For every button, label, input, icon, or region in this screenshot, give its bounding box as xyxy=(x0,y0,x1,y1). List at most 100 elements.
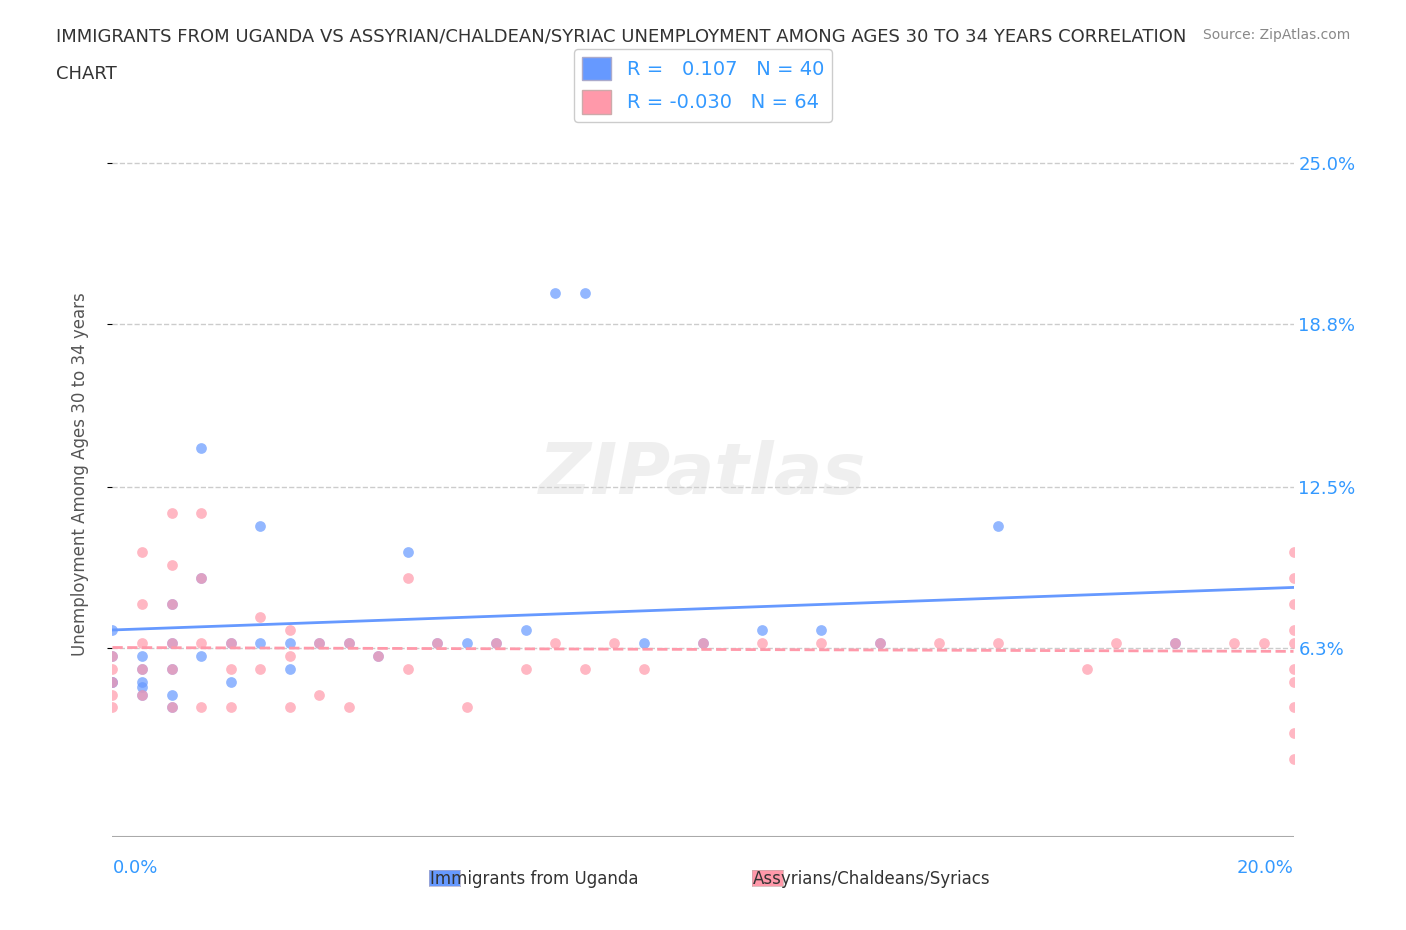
Point xyxy=(1282,622,1305,637)
Point xyxy=(160,700,183,715)
Point xyxy=(396,570,419,585)
Point xyxy=(249,661,271,676)
Point xyxy=(131,674,153,689)
Point xyxy=(485,635,508,650)
Point xyxy=(160,687,183,702)
Point xyxy=(219,635,242,650)
Text: Immigrants from Uganda: Immigrants from Uganda xyxy=(430,870,638,888)
Legend: R =   0.107   N = 40, R = -0.030   N = 64: R = 0.107 N = 40, R = -0.030 N = 64 xyxy=(574,48,832,122)
Point xyxy=(101,674,124,689)
Point xyxy=(131,679,153,694)
Point xyxy=(426,635,449,650)
Point xyxy=(278,700,301,715)
Text: CHART: CHART xyxy=(56,65,117,83)
Point xyxy=(101,661,124,676)
Point xyxy=(1076,661,1098,676)
Point xyxy=(515,622,537,637)
Point xyxy=(396,545,419,560)
Point xyxy=(101,700,124,715)
Point xyxy=(249,519,271,534)
Point xyxy=(131,648,153,663)
Point xyxy=(131,687,153,702)
Point xyxy=(426,635,449,650)
Point xyxy=(515,661,537,676)
Point xyxy=(308,687,330,702)
Point xyxy=(160,700,183,715)
Point xyxy=(308,635,330,650)
Point xyxy=(544,286,567,300)
Point xyxy=(544,635,567,650)
Point xyxy=(101,674,124,689)
Point xyxy=(692,635,714,650)
Point xyxy=(160,506,183,521)
Point xyxy=(574,286,596,300)
Point xyxy=(928,635,950,650)
Point xyxy=(1282,674,1305,689)
Point xyxy=(869,635,891,650)
Point xyxy=(367,648,389,663)
Point xyxy=(219,661,242,676)
Point xyxy=(1282,596,1305,611)
Text: IMMIGRANTS FROM UGANDA VS ASSYRIAN/CHALDEAN/SYRIAC UNEMPLOYMENT AMONG AGES 30 TO: IMMIGRANTS FROM UGANDA VS ASSYRIAN/CHALD… xyxy=(56,28,1187,46)
Point xyxy=(219,635,242,650)
Point xyxy=(810,622,832,637)
Point xyxy=(633,661,655,676)
Point xyxy=(1282,570,1305,585)
Point xyxy=(249,609,271,624)
Text: Source: ZipAtlas.com: Source: ZipAtlas.com xyxy=(1202,28,1350,42)
Text: ZIPatlas: ZIPatlas xyxy=(540,440,866,509)
Point xyxy=(101,622,124,637)
Point xyxy=(160,635,183,650)
Point xyxy=(131,635,153,650)
Point xyxy=(190,570,212,585)
Point xyxy=(987,519,1010,534)
Point xyxy=(1282,635,1305,650)
Point xyxy=(1282,661,1305,676)
Point xyxy=(278,648,301,663)
Point xyxy=(603,635,626,650)
Point xyxy=(456,635,478,650)
Point xyxy=(574,661,596,676)
Point xyxy=(131,687,153,702)
Point xyxy=(190,700,212,715)
Point xyxy=(101,648,124,663)
Point xyxy=(131,661,153,676)
Point xyxy=(337,700,360,715)
Point xyxy=(219,700,242,715)
Point xyxy=(101,674,124,689)
Point xyxy=(308,635,330,650)
Point xyxy=(160,558,183,573)
Point xyxy=(367,648,389,663)
Point xyxy=(190,506,212,521)
Point xyxy=(131,596,153,611)
Point xyxy=(751,622,773,637)
Point xyxy=(987,635,1010,650)
Text: 0.0%: 0.0% xyxy=(112,858,157,877)
Point xyxy=(101,648,124,663)
Point xyxy=(337,635,360,650)
Point xyxy=(190,648,212,663)
Point xyxy=(131,545,153,560)
Point xyxy=(692,635,714,650)
Point xyxy=(485,635,508,650)
Point xyxy=(633,635,655,650)
Point xyxy=(869,635,891,650)
Point xyxy=(160,596,183,611)
Point xyxy=(219,674,242,689)
Point xyxy=(1164,635,1187,650)
Point xyxy=(751,635,773,650)
Point xyxy=(1164,635,1187,650)
Point xyxy=(337,635,360,650)
Point xyxy=(160,661,183,676)
Point xyxy=(160,596,183,611)
Y-axis label: Unemployment Among Ages 30 to 34 years: Unemployment Among Ages 30 to 34 years xyxy=(70,292,89,657)
Point xyxy=(160,661,183,676)
Point xyxy=(1105,635,1128,650)
Point xyxy=(190,570,212,585)
Point xyxy=(160,635,183,650)
Point xyxy=(249,635,271,650)
Point xyxy=(278,622,301,637)
Point xyxy=(131,661,153,676)
Point xyxy=(101,687,124,702)
Point xyxy=(456,700,478,715)
